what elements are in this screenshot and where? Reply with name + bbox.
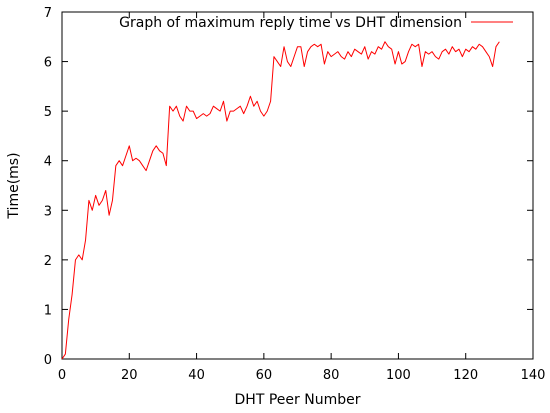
x-axis-label: DHT Peer Number (235, 392, 361, 408)
x-tick-label: 40 (188, 368, 205, 383)
y-tick-label: 4 (44, 155, 52, 170)
legend: Graph of maximum reply time vs DHT dimen… (119, 15, 513, 31)
y-tick-label: 6 (44, 56, 52, 71)
y-axis-label: Time(ms) (6, 152, 22, 219)
y-tick-label: 7 (44, 6, 52, 21)
x-tick-label: 0 (58, 368, 66, 383)
y-tick-label: 2 (44, 254, 52, 269)
series-lines (61, 41, 500, 360)
legend-label: Graph of maximum reply time vs DHT dimen… (119, 15, 462, 31)
y-tick-label: 5 (44, 105, 52, 120)
plot-frame (61, 11, 534, 360)
axis-ticks (61, 11, 534, 360)
y-tick-label: 1 (44, 303, 52, 318)
x-tick-label: 140 (521, 368, 546, 383)
x-tick-label: 100 (386, 368, 411, 383)
x-tick-label: 80 (323, 368, 340, 383)
tick-labels: 0 20 40 60 80 100 120 140 0 1 2 3 4 5 6 7 (44, 6, 546, 383)
x-tick-label: 20 (121, 368, 138, 383)
x-tick-label: 60 (256, 368, 273, 383)
y-tick-label: 0 (44, 353, 52, 368)
series-line (61, 41, 500, 360)
x-tick-label: 120 (453, 368, 478, 383)
plot-border (61, 11, 534, 360)
y-tick-label: 3 (44, 204, 52, 219)
